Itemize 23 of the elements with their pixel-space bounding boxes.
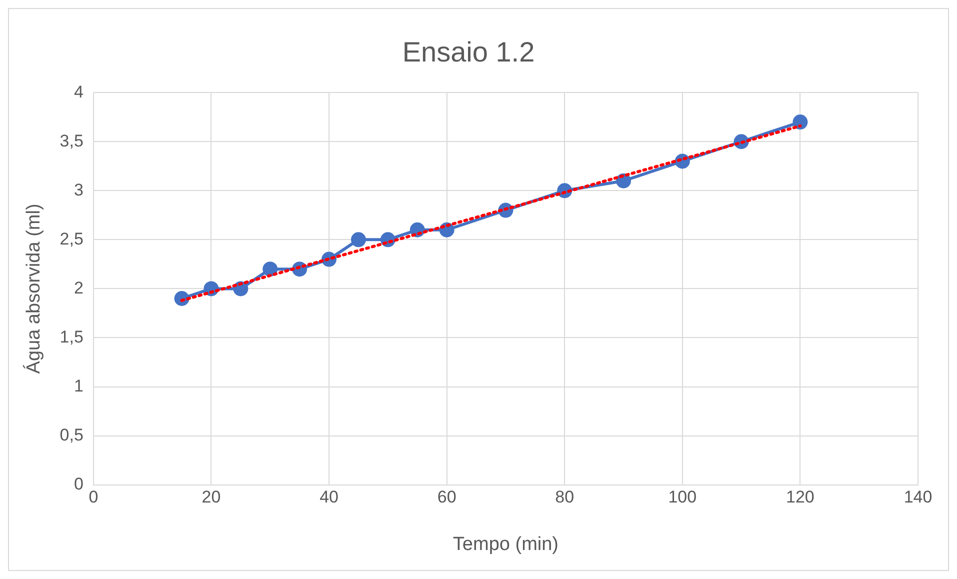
y-tick-label: 1,5 bbox=[60, 327, 84, 346]
y-tick-label: 3 bbox=[74, 180, 84, 200]
point bbox=[350, 232, 366, 248]
x-tick-label: 100 bbox=[668, 488, 697, 507]
x-tick-label: 0 bbox=[88, 488, 98, 507]
y-tick-label: 2 bbox=[74, 278, 84, 298]
y-tick-label: 4 bbox=[74, 82, 84, 102]
x-tick-label: 20 bbox=[202, 488, 221, 507]
y-axis-title: Água absorvida (ml) bbox=[22, 204, 45, 374]
x-tick-label: 80 bbox=[555, 488, 574, 507]
x-tick-label: 120 bbox=[786, 488, 814, 507]
y-tick-label: 0 bbox=[74, 474, 84, 494]
x-tick-label: 60 bbox=[437, 488, 456, 507]
point bbox=[262, 262, 278, 277]
y-tick-label: 0,5 bbox=[60, 425, 84, 444]
y-tick-label: 3,5 bbox=[60, 131, 84, 150]
x-axis-title: Tempo (min) bbox=[452, 534, 559, 555]
y-tick-label: 2,5 bbox=[60, 229, 84, 248]
chart-title: Ensaio 1.2 bbox=[402, 36, 535, 68]
y-tick-label: 1 bbox=[74, 376, 84, 396]
x-tick-label: 40 bbox=[320, 488, 338, 507]
x-tick-label: 140 bbox=[904, 488, 932, 507]
point bbox=[792, 114, 808, 130]
